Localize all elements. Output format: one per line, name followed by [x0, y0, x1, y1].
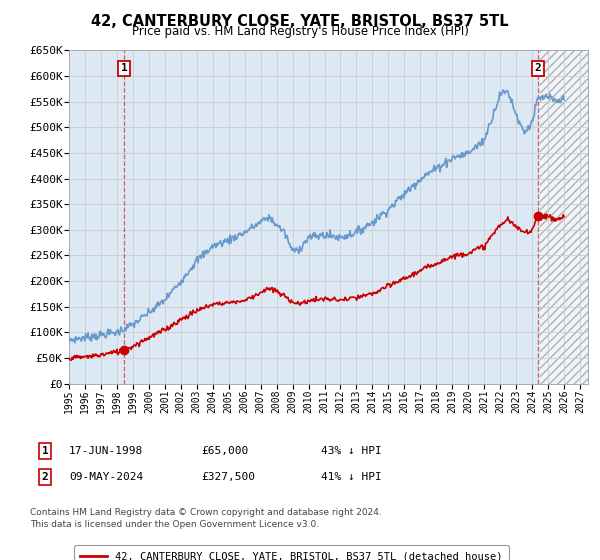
Text: 09-MAY-2024: 09-MAY-2024: [69, 472, 143, 482]
Bar: [540, 50, 588, 384]
Text: 17-JUN-1998: 17-JUN-1998: [69, 446, 143, 456]
Text: £65,000: £65,000: [201, 446, 248, 456]
Text: £327,500: £327,500: [201, 472, 255, 482]
Text: 2: 2: [535, 63, 541, 73]
Text: Contains HM Land Registry data © Crown copyright and database right 2024.: Contains HM Land Registry data © Crown c…: [30, 508, 382, 517]
Text: 1: 1: [41, 446, 49, 456]
Text: 1: 1: [121, 63, 128, 73]
Text: 43% ↓ HPI: 43% ↓ HPI: [321, 446, 382, 456]
Bar: [540, 50, 588, 384]
Legend: 42, CANTERBURY CLOSE, YATE, BRISTOL, BS37 5TL (detached house), HPI: Average pri: 42, CANTERBURY CLOSE, YATE, BRISTOL, BS3…: [74, 545, 509, 560]
Text: This data is licensed under the Open Government Licence v3.0.: This data is licensed under the Open Gov…: [30, 520, 319, 529]
Text: 42, CANTERBURY CLOSE, YATE, BRISTOL, BS37 5TL: 42, CANTERBURY CLOSE, YATE, BRISTOL, BS3…: [91, 14, 509, 29]
Text: 41% ↓ HPI: 41% ↓ HPI: [321, 472, 382, 482]
Text: Price paid vs. HM Land Registry's House Price Index (HPI): Price paid vs. HM Land Registry's House …: [131, 25, 469, 38]
Text: 2: 2: [41, 472, 49, 482]
